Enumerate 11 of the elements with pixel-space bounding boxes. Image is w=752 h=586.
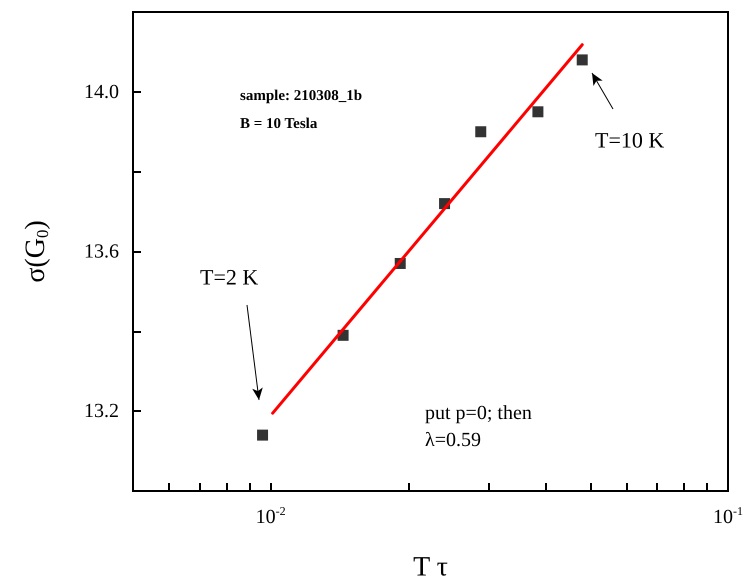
y-tick-label: 13.2	[84, 400, 119, 422]
annotation: B = 10 Tesla	[240, 116, 318, 132]
annotation: put p=0; then	[425, 402, 532, 424]
annotation: λ=0.59	[425, 429, 481, 451]
x-axis-title: T τ	[413, 552, 448, 582]
annotation: T=2 K	[200, 264, 258, 290]
y-tick-label: 14.0	[84, 80, 119, 103]
annotation: sample: 210308_1b	[240, 88, 362, 104]
y-tick-label: 13.6	[84, 240, 119, 262]
y-axis-title: σ(G0)	[20, 220, 52, 283]
annotation: T=10 K	[595, 128, 664, 152]
